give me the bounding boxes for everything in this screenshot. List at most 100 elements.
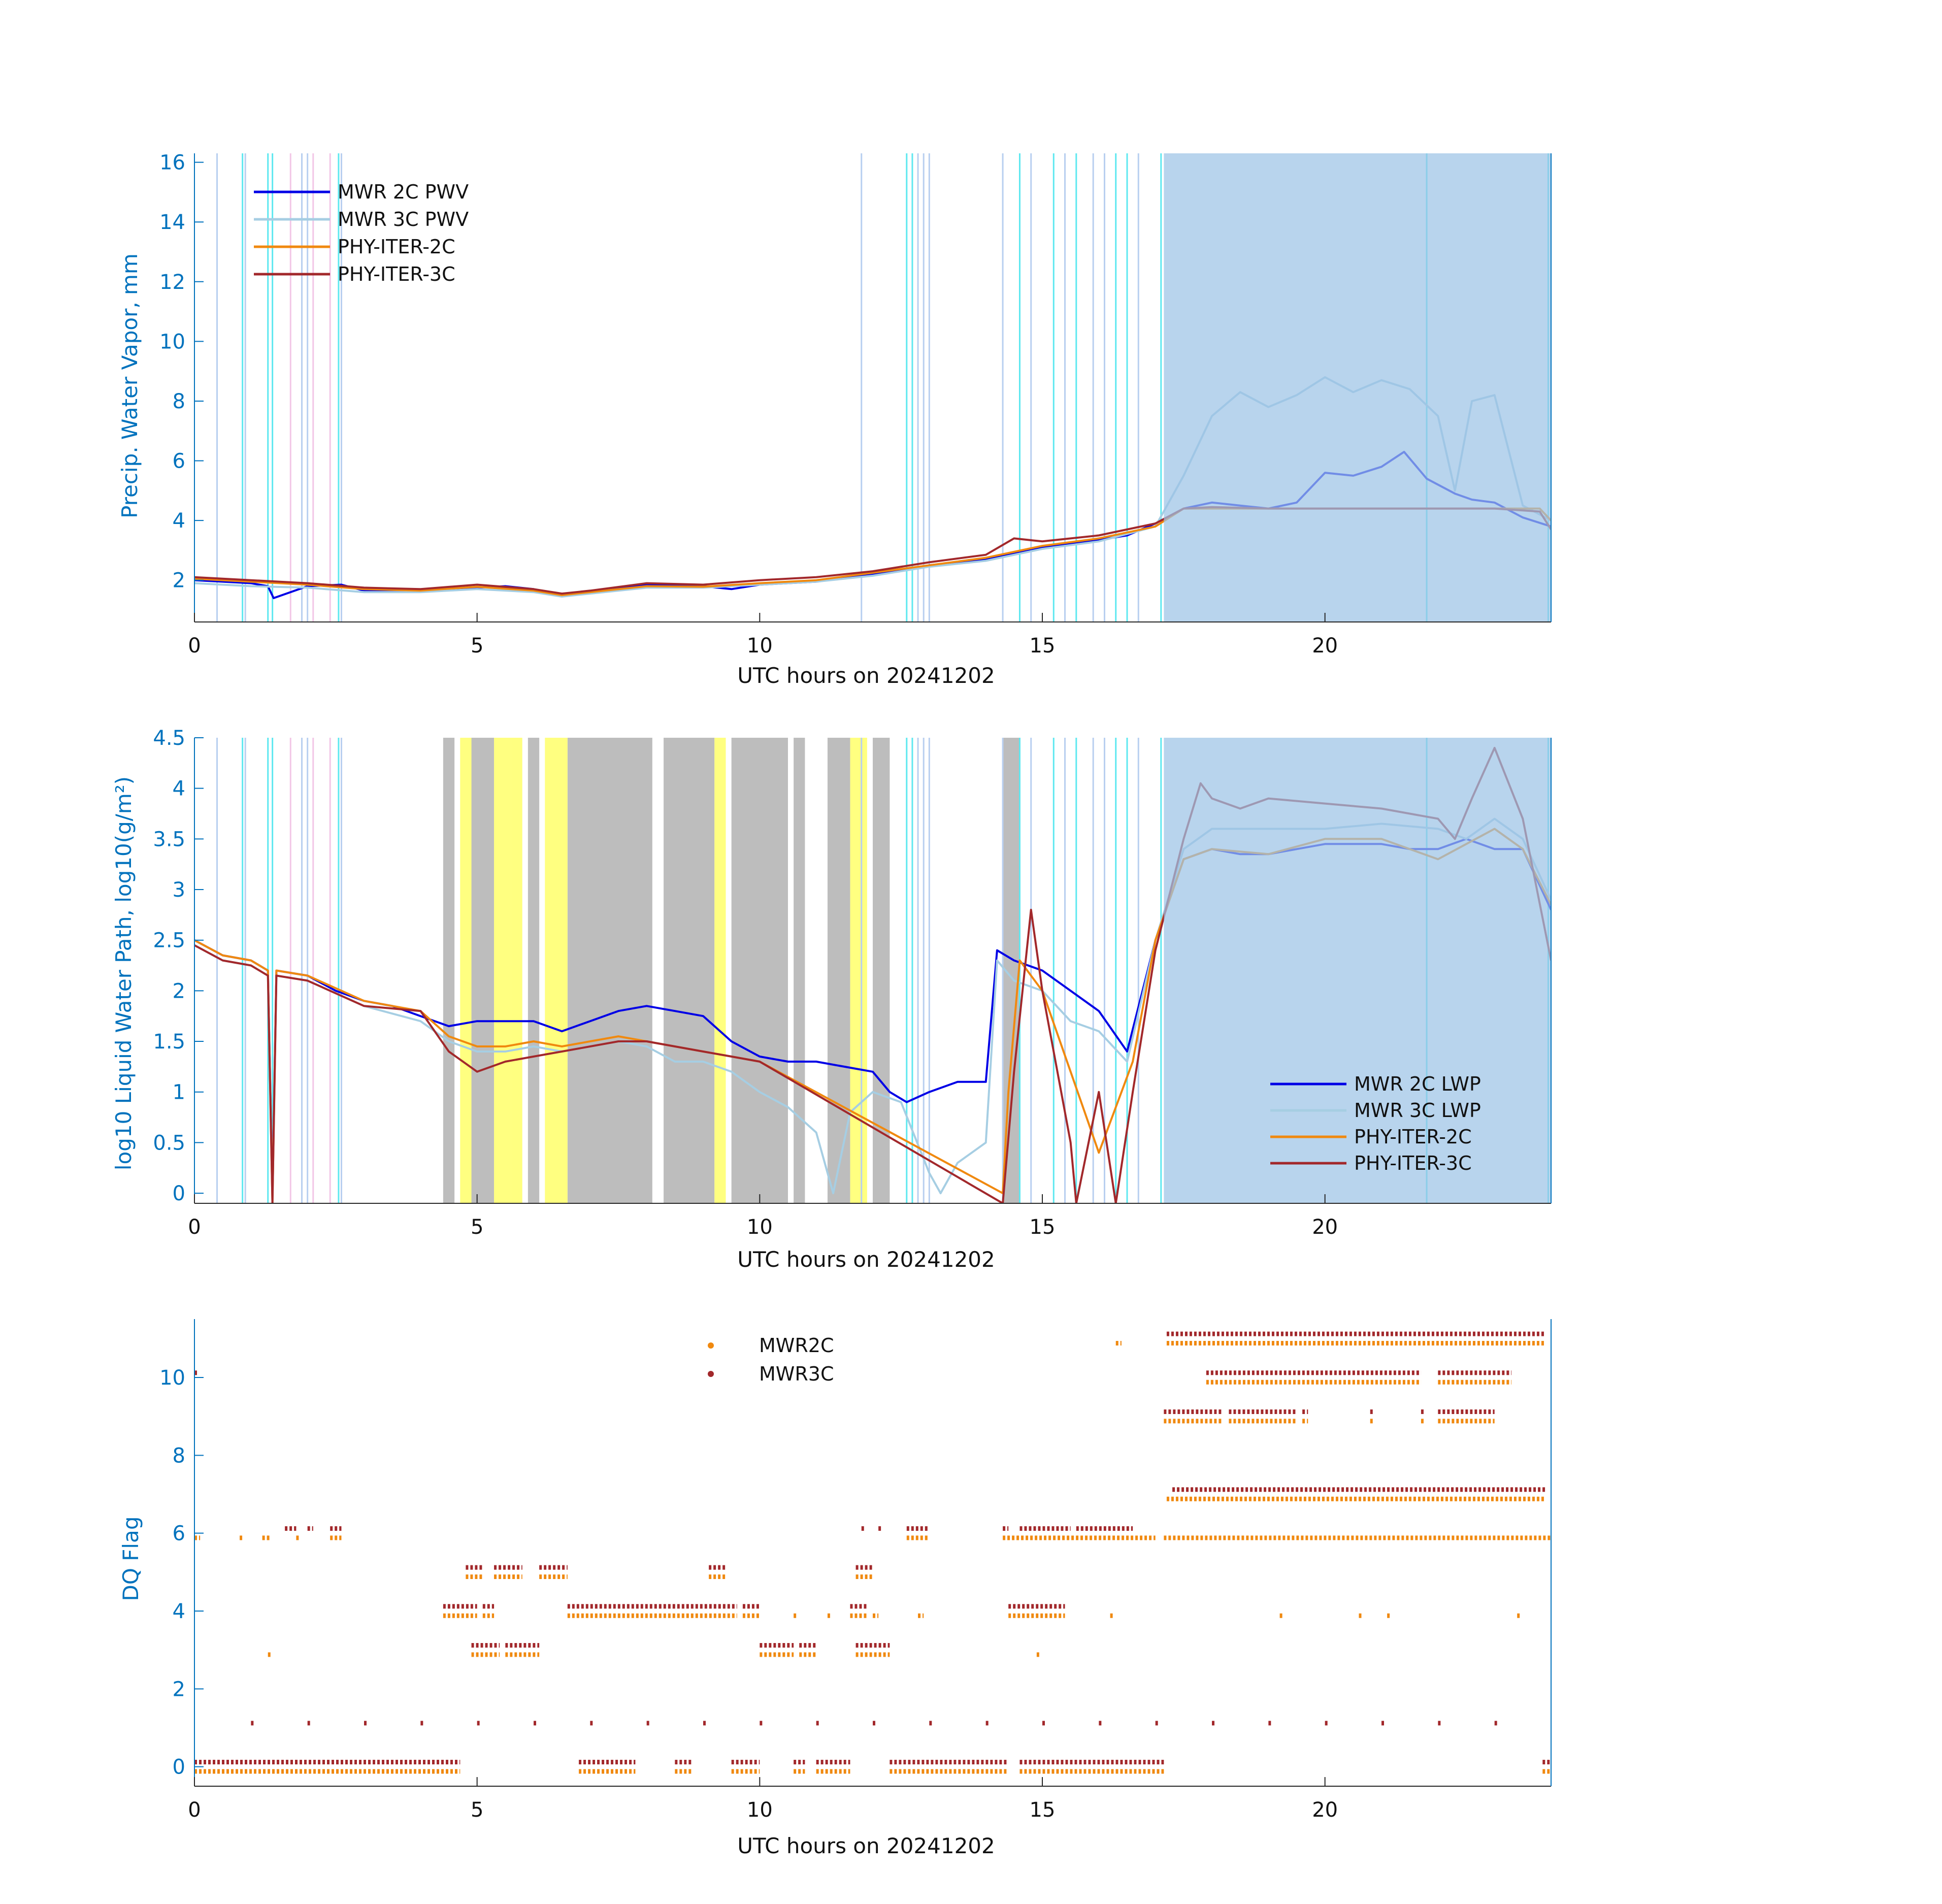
- y-tick-label-1.5: 1.5: [153, 1030, 185, 1054]
- lwp-legend: MWR 2C LWP MWR 3C LWP PHY-ITER-2C PHY-ITER-…: [1270, 1073, 1481, 1174]
- dq-axes: 0 5 10 15 20 0 2 4 6 8 10: [159, 1319, 1552, 1822]
- x-tick-label-10: 10: [747, 1216, 773, 1239]
- y-tick-label-10: 10: [159, 1366, 185, 1390]
- dq-y-axis-label: DQ Flag: [118, 1517, 143, 1601]
- y-tick-label-0.5: 0.5: [153, 1131, 185, 1155]
- y-tick-label-2: 2: [173, 569, 185, 593]
- dq-flag-panel: 0 5 10 15 20 0 2 4 6 8 10 UTC hours on 20241202 DQ…: [118, 1319, 1552, 1858]
- legend-phy-iter-3c: PHY-ITER-3C: [1270, 1152, 1472, 1174]
- gray-band-3: [567, 738, 652, 1203]
- y-tick-label-8: 8: [173, 1444, 185, 1467]
- y-tick-label-0: 0: [173, 1182, 185, 1205]
- y-tick-label-14: 14: [159, 211, 185, 234]
- y-tick-label-8: 8: [173, 390, 185, 413]
- x-tick-label-10: 10: [747, 634, 773, 658]
- legend-phy-iter-2c: PHY-ITER-2C: [1270, 1126, 1472, 1148]
- yellow-band-0: [460, 738, 472, 1203]
- y-tick-label-2: 2: [173, 979, 185, 1003]
- x-tick-label-20: 20: [1312, 1216, 1338, 1239]
- gray-band-5: [731, 738, 788, 1203]
- y-tick-label-4: 4: [173, 777, 185, 801]
- x-tick-label-5: 5: [471, 1216, 483, 1239]
- pwv-panel: 0 5 10 15 20 2 4 6 8 10 12 14 16 UTC hours on 202412…: [117, 151, 1552, 688]
- y-tick-label-4: 4: [173, 509, 185, 533]
- dq-legend: MWR2C MWR3C: [708, 1334, 834, 1385]
- lwp-series-layer: [194, 738, 1551, 1203]
- y-tick-label-3.5: 3.5: [153, 828, 185, 851]
- gray-band-4: [664, 738, 715, 1203]
- y-tick-label-2.5: 2.5: [153, 929, 185, 953]
- shaded-region: [1164, 738, 1551, 1203]
- legend-mwr3c: MWR3C: [708, 1363, 834, 1385]
- series-mwr3c: [194, 1331, 1551, 1764]
- lwp-background-layer: [443, 738, 1020, 1203]
- legend-mwr-2c-pwv-label: MWR 2C PWV: [338, 181, 469, 203]
- y-tick-label-1: 1: [173, 1081, 185, 1104]
- yellow-band-2: [511, 738, 522, 1203]
- x-tick-label-15: 15: [1030, 1216, 1056, 1239]
- gray-band-2: [528, 738, 540, 1203]
- y-tick-label-3: 3: [173, 878, 185, 902]
- legend-phy-iter-3c-label: PHY-ITER-3C: [1354, 1152, 1472, 1174]
- pwv-y-axis-label: Precip. Water Vapor, mm: [117, 253, 142, 518]
- gray-band-1: [471, 738, 495, 1203]
- series-mwr2c: [194, 1341, 1551, 1774]
- legend-phy-iter-2c-label: PHY-ITER-2C: [338, 236, 455, 258]
- legend-mwr-3c-pwv-label: MWR 3C PWV: [338, 208, 469, 231]
- yellow-band-5: [850, 738, 867, 1203]
- legend-mwr-2c-pwv: MWR 2C PWV: [254, 181, 469, 203]
- gray-band-8: [873, 738, 890, 1203]
- pwv-series-layer: [194, 153, 1551, 622]
- lwp-y-axis-label: log10 Liquid Water Path, log10(g/m²): [111, 776, 136, 1170]
- legend-mwr2c-label: MWR2C: [759, 1334, 834, 1357]
- yellow-band-1: [494, 738, 511, 1203]
- legend-mwr3c-label: MWR3C: [759, 1363, 834, 1385]
- legend-mwr-2c-lwp-label: MWR 2C LWP: [1354, 1073, 1481, 1095]
- y-tick-label-4.5: 4.5: [153, 727, 185, 750]
- legend-mwr-3c-lwp-label: MWR 3C LWP: [1354, 1099, 1481, 1122]
- pwv-legend: MWR 2C PWV MWR 3C PWV PHY-ITER-2C PHY-ITER-…: [254, 181, 469, 285]
- x-tick-label-20: 20: [1312, 634, 1338, 658]
- lwp-flag-lines: [216, 738, 1549, 1203]
- gray-band-7: [827, 738, 850, 1203]
- x-tick-label-5: 5: [471, 634, 483, 658]
- y-tick-label-4: 4: [173, 1600, 185, 1623]
- x-tick-label-5: 5: [471, 1798, 483, 1822]
- x-tick-label-0: 0: [188, 634, 201, 658]
- legend-mwr-2c-lwp: MWR 2C LWP: [1270, 1073, 1481, 1095]
- dq-series-layer: [194, 1331, 1551, 1774]
- gray-band-6: [794, 738, 805, 1203]
- y-tick-label-10: 10: [159, 330, 185, 353]
- legend-mwr2c: MWR2C: [708, 1334, 834, 1357]
- pwv-x-axis-label: UTC hours on 20241202: [737, 663, 995, 688]
- legend-phy-iter-2c: PHY-ITER-2C: [254, 236, 455, 258]
- y-tick-label-0: 0: [173, 1756, 185, 1779]
- y-tick-label-6: 6: [173, 450, 185, 473]
- lwp-axes: 0 5 10 15 20 0 0.5 1 1.5 2 2.5 3 3.5 4 4.5: [153, 727, 1552, 1239]
- legend-mwr3c-swatch: [708, 1371, 714, 1377]
- x-tick-label-20: 20: [1312, 1798, 1338, 1822]
- x-tick-label-0: 0: [188, 1798, 201, 1822]
- lwp-panel: 0 5 10 15 20 0 0.5 1 1.5 2 2.5 3 3.5 4 4.5 UTC hours o…: [111, 727, 1552, 1272]
- x-tick-label-10: 10: [747, 1798, 773, 1822]
- y-tick-label-12: 12: [159, 271, 185, 294]
- yellow-band-4: [714, 738, 726, 1203]
- x-tick-label-0: 0: [188, 1216, 201, 1239]
- pwv-axes: 0 5 10 15 20 2 4 6 8 10 12 14 16: [159, 151, 1552, 658]
- legend-phy-iter-3c-label: PHY-ITER-3C: [338, 263, 455, 285]
- y-tick-label-16: 16: [159, 151, 185, 175]
- y-tick-label-2: 2: [173, 1678, 185, 1701]
- x-tick-label-15: 15: [1030, 1798, 1056, 1822]
- legend-phy-iter-2c-label: PHY-ITER-2C: [1354, 1126, 1472, 1148]
- legend-mwr-3c-lwp: MWR 3C LWP: [1270, 1099, 1481, 1122]
- shaded-region: [1164, 153, 1551, 622]
- dq-x-axis-label: UTC hours on 20241202: [737, 1833, 995, 1858]
- legend-mwr2c-swatch: [708, 1342, 714, 1349]
- gray-band-0: [443, 738, 455, 1203]
- y-tick-label-6: 6: [173, 1522, 185, 1546]
- legend-mwr-3c-pwv: MWR 3C PWV: [254, 208, 469, 231]
- x-tick-label-15: 15: [1030, 634, 1056, 658]
- yellow-band-3: [545, 738, 568, 1203]
